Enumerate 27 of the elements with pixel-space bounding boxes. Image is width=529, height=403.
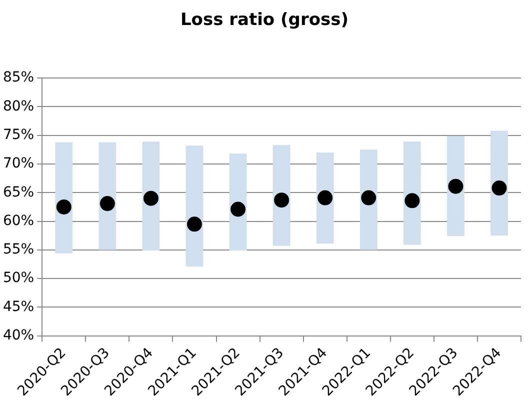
y-tick-label: 40% <box>2 328 34 344</box>
point <box>143 190 158 206</box>
point <box>448 178 464 194</box>
y-tick-label: 80% <box>2 98 34 114</box>
point <box>492 180 507 196</box>
point <box>318 190 333 206</box>
point <box>186 216 202 232</box>
bar <box>186 146 204 267</box>
bar <box>55 142 73 254</box>
point <box>404 193 420 208</box>
bar <box>98 142 116 250</box>
bar <box>142 142 160 251</box>
point <box>274 192 290 208</box>
chart-title: Loss ratio (gross) <box>179 10 350 30</box>
point <box>56 199 72 214</box>
point <box>230 202 246 217</box>
y-tick-label: 60% <box>2 212 34 229</box>
y-tick-label: 75% <box>2 126 34 143</box>
y-tick-label: 45% <box>2 298 34 315</box>
y-tick-label: 50% <box>2 270 34 286</box>
y-tick-label: 70% <box>2 156 34 172</box>
point <box>100 196 115 212</box>
point <box>361 190 376 206</box>
bar <box>490 130 508 236</box>
y-tick-label: 85% <box>2 70 34 86</box>
y-tick-label: 55% <box>2 242 34 258</box>
y-tick-label: 65% <box>2 184 34 200</box>
